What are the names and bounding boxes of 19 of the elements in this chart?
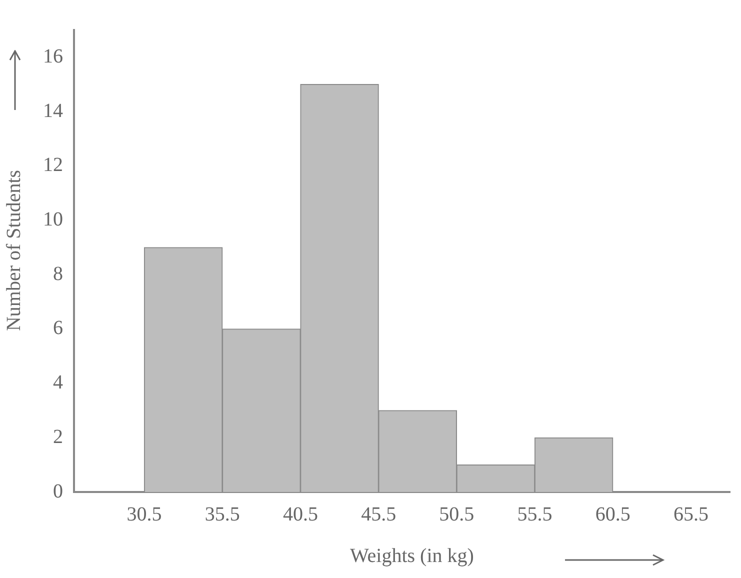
y-axis-title: Number of Students bbox=[4, 169, 26, 331]
y-tick-label: 4 bbox=[53, 372, 63, 394]
x-tick-label: 45.5 bbox=[361, 503, 396, 526]
y-tick-label: 16 bbox=[43, 45, 63, 68]
x-tick-label: 50.5 bbox=[439, 503, 474, 526]
y-tick-label: 6 bbox=[53, 317, 63, 340]
x-axis-title: Weights (in kg) bbox=[350, 545, 474, 568]
y-tick-label: 12 bbox=[43, 154, 63, 176]
x-tick-label: 35.5 bbox=[204, 503, 240, 526]
y-tick-label: 2 bbox=[53, 426, 63, 448]
x-tick-label: 40.5 bbox=[282, 503, 318, 526]
x-tick-label: 65.5 bbox=[673, 503, 708, 526]
y-tick-label: 10 bbox=[43, 208, 63, 230]
x-tick-label: 30.5 bbox=[126, 503, 162, 526]
y-tick-label: 0 bbox=[53, 480, 63, 502]
y-tick-label: 14 bbox=[43, 100, 63, 122]
x-tick-label: 55.5 bbox=[517, 503, 552, 526]
x-tick-label: 60.5 bbox=[595, 503, 630, 526]
y-tick-label: 8 bbox=[53, 262, 63, 285]
